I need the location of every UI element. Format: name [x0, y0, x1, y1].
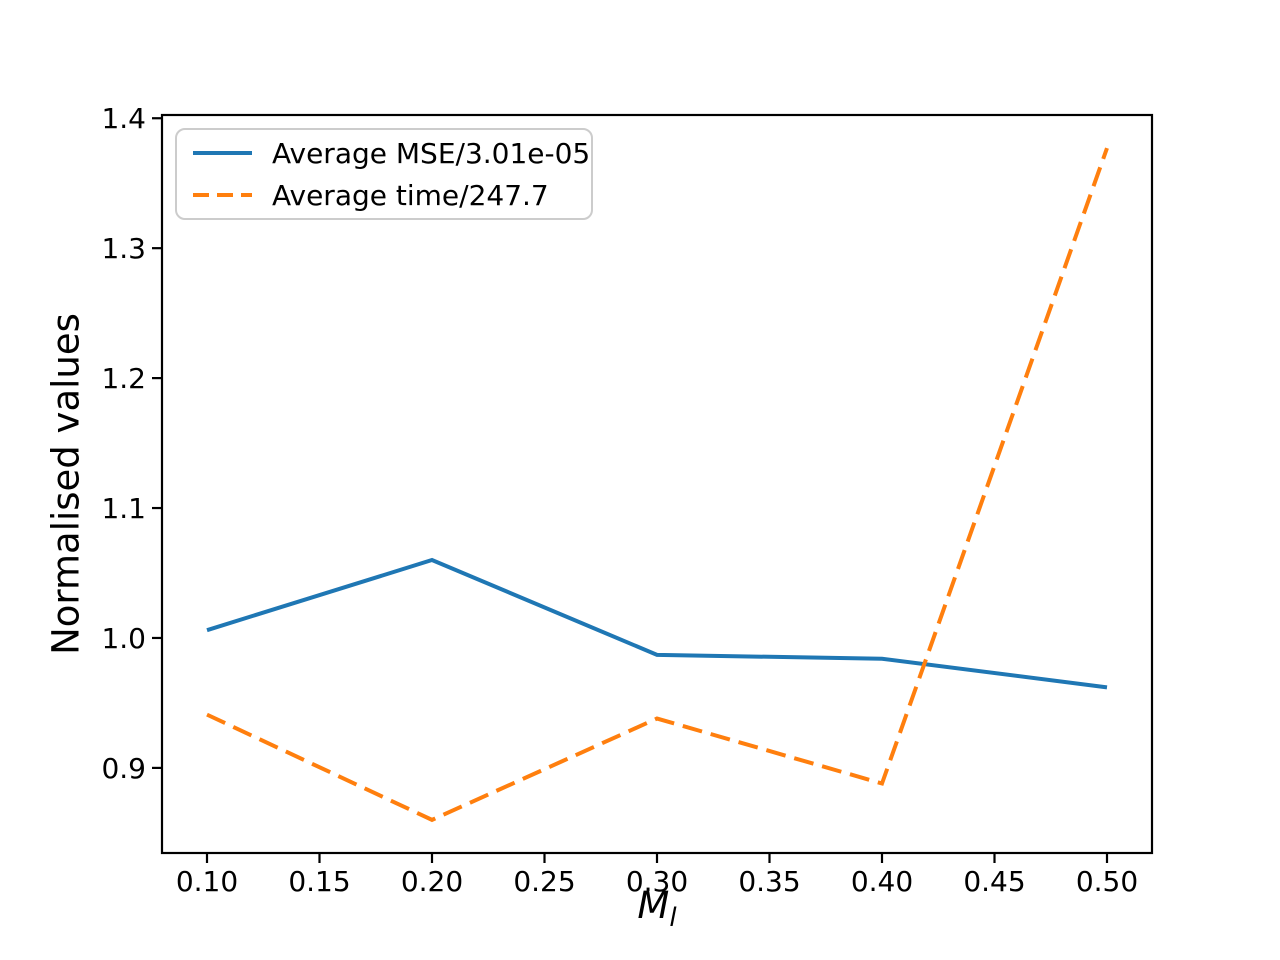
x-tick-label: 0.25 [513, 865, 575, 898]
x-tick-label: 0.30 [626, 865, 688, 898]
y-tick-label: 1.2 [101, 362, 146, 395]
legend-item-average-time: Average time/247.7 [185, 178, 583, 212]
y-tick-label: 1.1 [101, 492, 146, 525]
series-line-average-time [206, 147, 1109, 823]
legend-label-average-time: Average time/247.7 [272, 178, 549, 212]
x-axis-label-subscript: l [669, 903, 677, 933]
x-axis-label-main: M [637, 884, 670, 927]
legend-item-average-mse: Average MSE/3.01e-05 [185, 137, 590, 170]
x-tick-label: 0.10 [176, 865, 238, 898]
x-axis-label: Ml [637, 884, 676, 933]
y-tick-label: 1.3 [101, 232, 146, 265]
y-axis-label: Normalised values [44, 313, 88, 655]
x-tick-label: 0.45 [963, 865, 1025, 898]
x-tick-label: 0.40 [851, 865, 913, 898]
x-tick-label: 0.20 [401, 865, 463, 898]
series-line-average-mse [206, 557, 1108, 690]
y-tick-label: 1.4 [101, 102, 146, 135]
x-tick-label: 0.50 [1076, 865, 1138, 898]
y-tick-label: 0.9 [101, 752, 146, 785]
x-tick-label: 0.35 [738, 865, 800, 898]
x-tick-label: 0.15 [288, 865, 350, 898]
y-tick-label: 1.0 [101, 622, 146, 655]
legend-label-average-mse: Average MSE/3.01e-05 [272, 136, 591, 170]
legend-line-sample-dashed-icon [193, 193, 252, 197]
legend: Average MSE/3.01e-05 Average time/247.7 [175, 128, 593, 220]
plot-border [160, 113, 1154, 855]
legend-line-sample-solid-icon [193, 151, 252, 155]
